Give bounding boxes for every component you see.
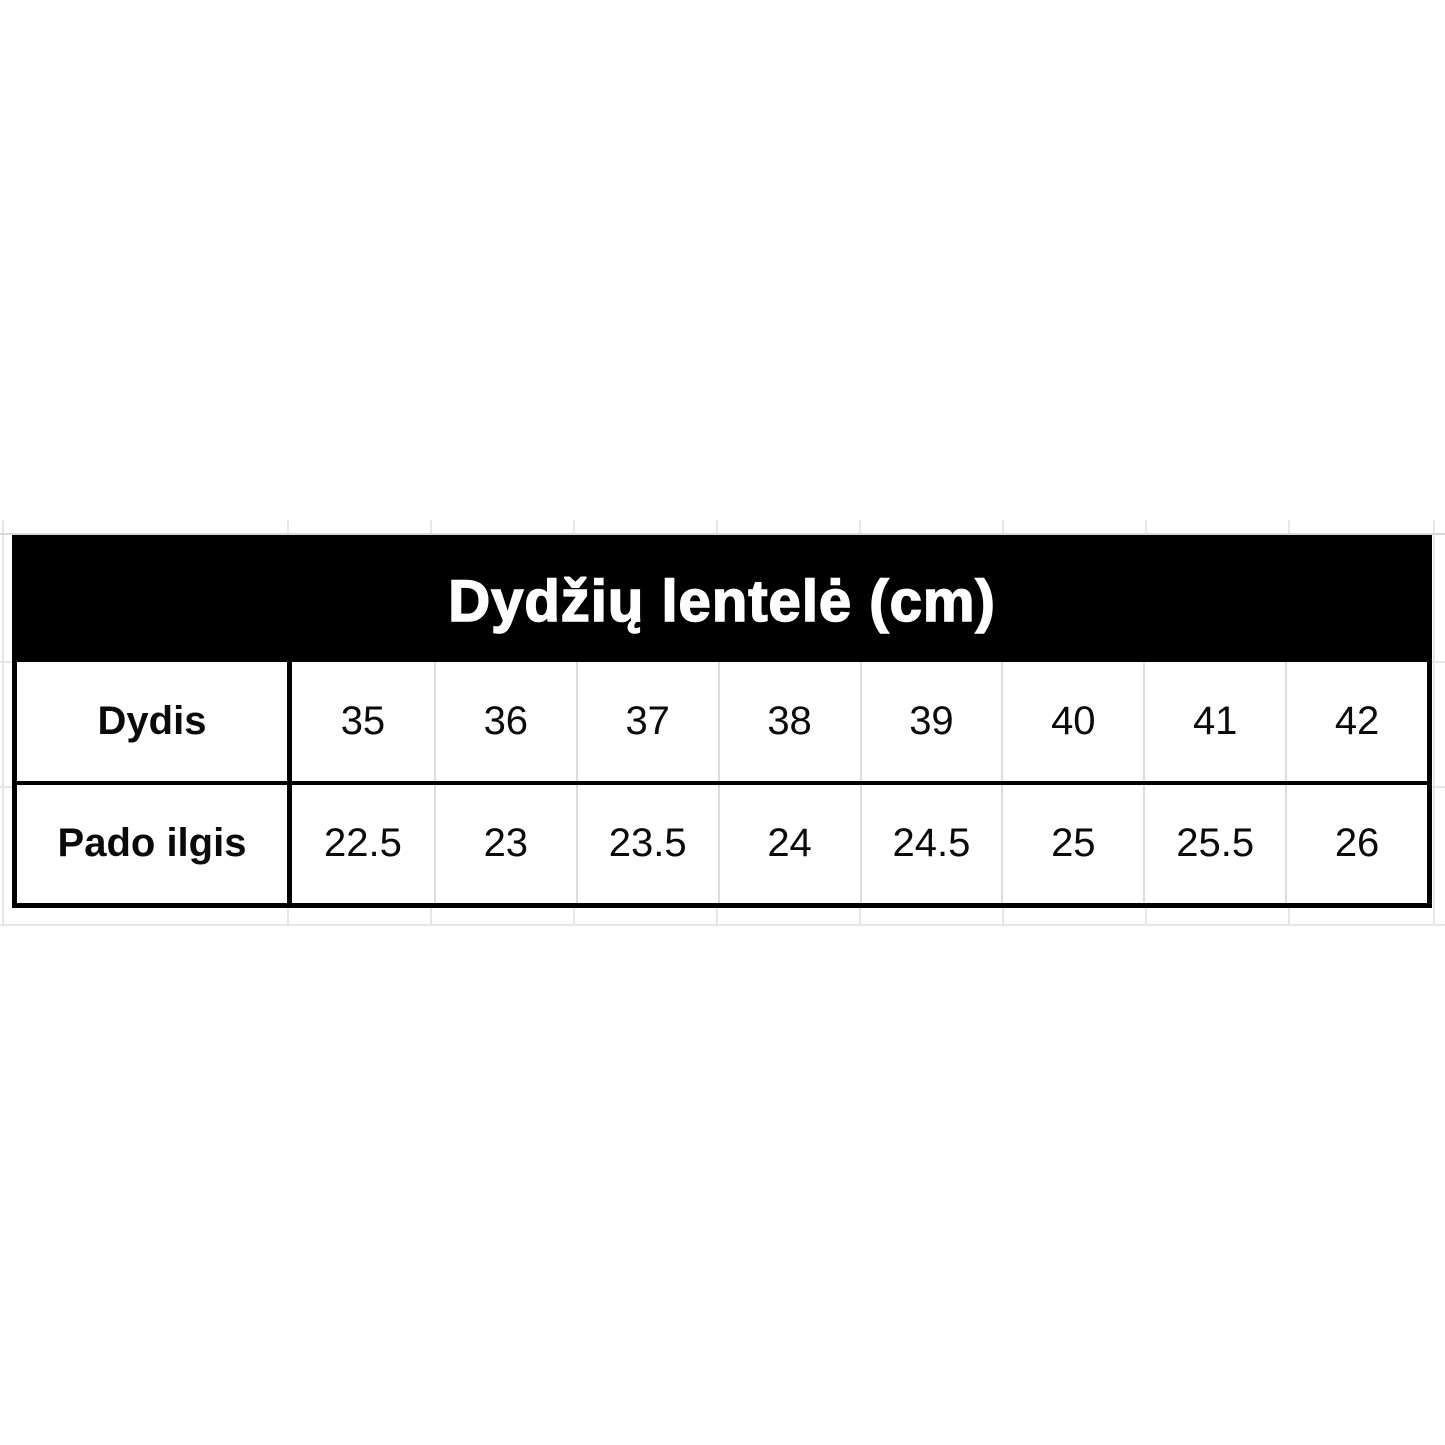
table-title-bar: Dydžių lentelė (cm) [17, 540, 1427, 662]
length-value-cell: 23.5 [575, 784, 718, 903]
size-value-cell: 37 [575, 662, 718, 781]
size-value-cell: 42 [1285, 662, 1427, 781]
table-row-sizes: Dydis 35 36 37 38 39 40 41 42 [17, 662, 1427, 785]
length-value-cell: 22.5 [324, 821, 402, 866]
table-row-sole-length: Pado ilgis 22.5 23 23.5 24 24.5 25 25.5 … [17, 784, 1427, 903]
length-value-cell: 25.5 [1143, 784, 1285, 903]
length-value-cell: 23 [433, 784, 576, 903]
sheet-gridline-vertical [1433, 520, 1435, 926]
size-value-cell: 35 [340, 698, 386, 743]
length-value-cell: 25 [1001, 784, 1143, 903]
sheet-gridline-horizontal [0, 533, 1445, 535]
size-value-cell: 36 [433, 662, 576, 781]
sheet-gridline-vertical [2, 520, 4, 926]
row-label-cell: Dydis [17, 662, 292, 781]
sheet-gridline-horizontal [0, 924, 1445, 926]
table-title: Dydžių lentelė (cm) [447, 568, 996, 635]
length-value-cell: 24.5 [859, 784, 1002, 903]
row-label-cell: Pado ilgis [17, 784, 292, 903]
length-value-cell: 26 [1285, 784, 1427, 903]
length-value-cell: 24 [717, 784, 860, 903]
size-value-cell: 38 [717, 662, 860, 781]
size-value-cell: 40 [1001, 662, 1143, 781]
size-chart-table: Dydžių lentelė (cm) Dydis 35 36 37 38 39… [12, 535, 1432, 908]
size-value-cell: 39 [859, 662, 1002, 781]
size-value-cell: 41 [1143, 662, 1285, 781]
